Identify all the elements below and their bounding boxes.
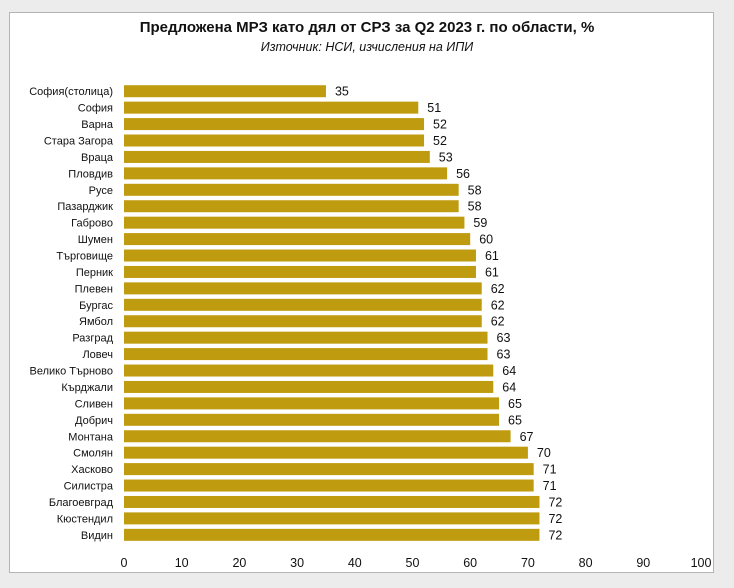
data-label: 65 bbox=[508, 413, 522, 427]
category-label: Габрово bbox=[71, 218, 113, 230]
x-tick-label: 100 bbox=[691, 556, 712, 570]
data-label: 71 bbox=[543, 479, 557, 493]
data-label: 61 bbox=[485, 265, 499, 279]
data-label: 63 bbox=[497, 348, 511, 362]
data-label: 70 bbox=[537, 446, 551, 460]
data-label: 59 bbox=[473, 216, 487, 230]
category-label: Силистра bbox=[64, 481, 114, 493]
bar bbox=[124, 167, 448, 180]
category-label: Кюстендил bbox=[57, 513, 113, 525]
category-label: София bbox=[78, 103, 113, 115]
bar bbox=[124, 134, 425, 147]
bar bbox=[124, 397, 500, 410]
category-label: Плевен bbox=[75, 283, 113, 295]
x-tick-label: 40 bbox=[348, 556, 362, 570]
data-label: 62 bbox=[491, 282, 505, 296]
bar bbox=[124, 200, 459, 213]
data-label: 64 bbox=[502, 380, 516, 394]
category-label: Варна bbox=[81, 119, 114, 131]
bar bbox=[124, 430, 511, 443]
bar bbox=[124, 479, 534, 492]
category-label: Видин bbox=[81, 530, 113, 542]
chart-subtitle: Източник: НСИ, изчисления на ИПИ bbox=[260, 40, 474, 54]
data-label: 53 bbox=[439, 150, 453, 164]
x-tick-label: 50 bbox=[406, 556, 420, 570]
x-tick-label: 10 bbox=[175, 556, 189, 570]
category-label: Сливен bbox=[75, 398, 113, 410]
category-label: Пазарджик bbox=[57, 201, 113, 213]
x-tick-label: 70 bbox=[521, 556, 535, 570]
category-label: Пловдив bbox=[68, 168, 113, 180]
bar bbox=[124, 265, 476, 278]
bar bbox=[124, 348, 488, 361]
bar bbox=[124, 463, 534, 476]
category-label: Велико Търново bbox=[29, 366, 113, 378]
bar bbox=[124, 183, 459, 196]
bar bbox=[124, 118, 425, 131]
data-label: 35 bbox=[335, 85, 349, 99]
bar bbox=[124, 364, 494, 377]
data-label: 72 bbox=[548, 528, 562, 542]
category-label: Разград bbox=[72, 333, 113, 345]
bar bbox=[124, 495, 540, 508]
data-label: 62 bbox=[491, 315, 505, 329]
category-label: Шумен bbox=[78, 234, 113, 246]
data-label: 71 bbox=[543, 463, 557, 477]
bar bbox=[124, 298, 482, 311]
bar bbox=[124, 282, 482, 295]
category-label: Добрич bbox=[75, 415, 113, 427]
bar bbox=[124, 150, 430, 163]
category-label: Перник bbox=[76, 267, 113, 279]
data-label: 58 bbox=[468, 183, 482, 197]
category-label: Хасково bbox=[71, 464, 113, 476]
bar bbox=[124, 85, 326, 98]
data-label: 60 bbox=[479, 233, 493, 247]
category-label: Враца bbox=[81, 152, 114, 164]
bar bbox=[124, 413, 500, 426]
data-label: 63 bbox=[497, 331, 511, 345]
x-tick-label: 80 bbox=[579, 556, 593, 570]
data-label: 52 bbox=[433, 134, 447, 148]
bar bbox=[124, 216, 465, 229]
x-tick-label: 60 bbox=[463, 556, 477, 570]
bar bbox=[124, 528, 540, 541]
data-label: 67 bbox=[520, 430, 534, 444]
category-label: Смолян bbox=[73, 448, 113, 460]
bar bbox=[124, 331, 488, 344]
data-label: 52 bbox=[433, 118, 447, 132]
bar bbox=[124, 249, 476, 262]
category-label: Кърджали bbox=[61, 382, 113, 394]
x-tick-label: 30 bbox=[290, 556, 304, 570]
bar bbox=[124, 101, 419, 114]
category-label: Бургас bbox=[79, 300, 113, 312]
x-tick-label: 0 bbox=[121, 556, 128, 570]
category-label: Русе bbox=[89, 185, 113, 197]
category-label: Благоевград bbox=[49, 497, 114, 509]
data-label: 51 bbox=[427, 101, 441, 115]
bar bbox=[124, 380, 494, 393]
category-label: София(столица) bbox=[29, 86, 113, 98]
data-label: 62 bbox=[491, 298, 505, 312]
data-label: 65 bbox=[508, 397, 522, 411]
data-label: 64 bbox=[502, 364, 516, 378]
category-label: Ямбол bbox=[79, 316, 113, 328]
bar bbox=[124, 446, 528, 459]
bar bbox=[124, 315, 482, 328]
data-label: 61 bbox=[485, 249, 499, 263]
category-label: Търговище bbox=[56, 251, 113, 263]
data-label: 72 bbox=[548, 512, 562, 526]
data-label: 56 bbox=[456, 167, 470, 181]
data-label: 58 bbox=[468, 200, 482, 214]
bar bbox=[124, 512, 540, 525]
chart-title: Предложена МРЗ като дял от СРЗ за Q2 202… bbox=[139, 19, 595, 36]
bar bbox=[124, 233, 471, 246]
category-label: Монтана bbox=[68, 431, 114, 443]
x-tick-label: 90 bbox=[636, 556, 650, 570]
data-label: 72 bbox=[548, 495, 562, 509]
category-label: Ловеч bbox=[82, 349, 113, 361]
x-tick-label: 20 bbox=[232, 556, 246, 570]
category-label: Стара Загора bbox=[44, 136, 114, 148]
